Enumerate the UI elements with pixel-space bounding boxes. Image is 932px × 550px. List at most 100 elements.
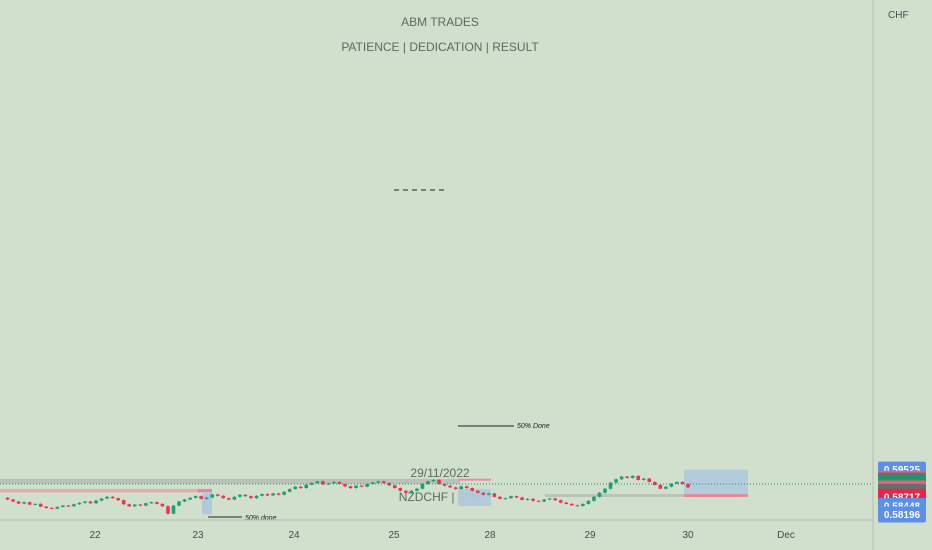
candle-body <box>321 481 325 485</box>
candle-body <box>33 503 37 505</box>
origin-box <box>684 494 748 497</box>
candle-body <box>110 496 115 499</box>
candle-body <box>641 478 646 480</box>
candle-body <box>575 505 580 507</box>
candle-body <box>481 492 486 495</box>
candle-body <box>359 485 364 487</box>
candle-body <box>160 503 165 507</box>
candle-body <box>265 494 270 496</box>
candle-body <box>260 494 264 496</box>
candle-body <box>420 483 425 489</box>
candle-body <box>564 502 569 504</box>
candle-body <box>144 503 148 506</box>
candle-body <box>603 488 607 493</box>
candle-body <box>337 481 342 484</box>
candle-body <box>531 498 535 501</box>
candles-layer <box>5 475 690 515</box>
candle-body <box>243 494 248 497</box>
candle-body <box>127 504 132 507</box>
price-badge-label: 0.58717 <box>884 492 921 503</box>
watermark-title: ABM TRADES <box>401 15 479 29</box>
price-badges: 0.595250.592550.591990.591010.589660.588… <box>878 461 926 523</box>
candle-body <box>99 498 104 501</box>
candle-body <box>442 483 447 486</box>
candle-body <box>16 501 21 504</box>
candle-body <box>61 505 65 507</box>
chart-annotation: 50% Done <box>517 423 550 430</box>
candle-body <box>5 497 10 500</box>
candle-body <box>171 505 176 514</box>
candle-body <box>492 493 497 497</box>
candle-body <box>332 481 336 484</box>
x-tick-label: 22 <box>89 530 101 541</box>
candle-body <box>553 498 558 501</box>
zone-demand <box>0 488 200 493</box>
candle-body <box>105 496 109 499</box>
candle-body <box>503 498 508 500</box>
candle-body <box>354 485 358 489</box>
candle-body <box>536 500 541 502</box>
zone-short-target <box>458 488 491 506</box>
candle-body <box>392 485 397 489</box>
candle-body <box>182 499 187 502</box>
candle-body <box>227 498 231 500</box>
candle-body <box>448 485 452 488</box>
candle-body <box>310 482 314 485</box>
x-tick-label: 29 <box>584 530 596 541</box>
candle-body <box>376 481 380 483</box>
candle-body <box>221 495 226 499</box>
candle-body <box>669 483 674 487</box>
candle-body <box>166 506 170 514</box>
candle-body <box>409 490 414 493</box>
candle-body <box>27 502 32 505</box>
candle-body <box>55 506 60 509</box>
candle-body <box>271 493 275 496</box>
candle-body <box>614 479 618 483</box>
x-tick-label: 24 <box>288 530 300 541</box>
overlays-layer: 50% done 50% Done <box>0 189 873 522</box>
candle-body <box>387 482 392 486</box>
candle-body <box>636 475 641 480</box>
candle-body <box>525 498 530 500</box>
candle-body <box>680 481 685 484</box>
watermark-subtitle: PATIENCE | DEDICATION | RESULT <box>341 40 539 54</box>
candle-body <box>155 502 159 504</box>
candle-body <box>398 488 403 491</box>
candle-body <box>381 481 386 483</box>
candle-body <box>193 496 198 498</box>
price-badge-label: 0.58196 <box>884 510 921 521</box>
chart-annotation: 50% done <box>245 515 277 522</box>
candle-body <box>647 478 652 482</box>
candle-body <box>304 484 309 489</box>
zone-demand <box>545 494 685 497</box>
candle-body <box>210 494 215 498</box>
candle-body <box>138 504 143 506</box>
candle-body <box>116 498 120 501</box>
candle-body <box>619 476 624 480</box>
candle-body <box>177 501 181 506</box>
candle-body <box>597 492 602 497</box>
candle-body <box>415 488 419 491</box>
candle-body <box>542 499 546 502</box>
candle-body <box>44 506 49 508</box>
x-tick-label: 23 <box>192 530 204 541</box>
price-badge-label: 0.59525 <box>884 465 921 476</box>
x-tick-label: 28 <box>484 530 496 541</box>
candle-body <box>77 502 82 505</box>
x-tick-label: 25 <box>388 530 400 541</box>
candle-body <box>83 501 87 503</box>
x-tick-label: Dec <box>777 530 795 541</box>
candle-body <box>630 475 635 478</box>
candle-body <box>365 483 369 487</box>
candle-body <box>664 486 668 489</box>
candle-body <box>72 504 76 507</box>
candle-body <box>238 494 242 497</box>
candle-body <box>558 500 563 503</box>
candle-body <box>188 497 192 500</box>
candle-body <box>686 483 690 488</box>
candle-body <box>282 491 286 495</box>
candle-body <box>94 500 98 504</box>
candle-body <box>298 486 303 489</box>
origin-box <box>458 478 491 481</box>
